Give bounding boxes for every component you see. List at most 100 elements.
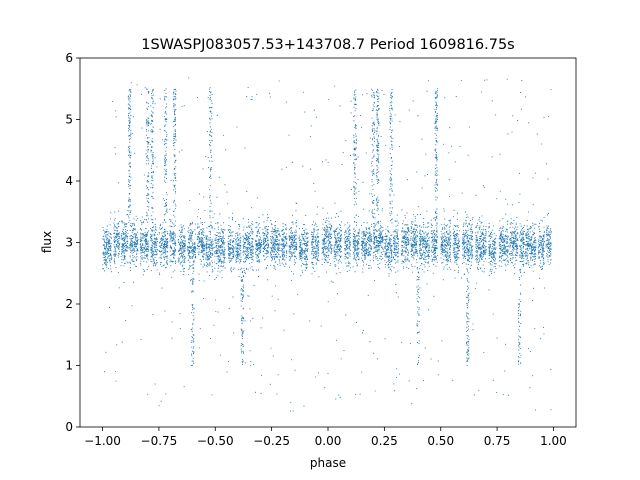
data-point xyxy=(218,250,220,252)
data-point xyxy=(194,251,196,253)
data-point xyxy=(265,234,268,236)
data-point xyxy=(380,224,382,226)
data-point xyxy=(293,231,295,233)
data-point xyxy=(371,239,373,241)
data-point xyxy=(358,251,360,253)
data-point xyxy=(194,233,196,235)
data-point xyxy=(363,235,365,237)
data-point xyxy=(426,242,428,244)
data-point xyxy=(239,262,241,264)
data-point xyxy=(302,250,304,252)
data-point xyxy=(173,252,175,254)
data-point xyxy=(140,248,142,251)
data-point xyxy=(356,249,358,251)
data-point xyxy=(406,248,408,250)
data-point xyxy=(374,235,377,237)
data-point xyxy=(158,227,160,229)
data-point xyxy=(380,233,382,235)
data-point xyxy=(249,248,251,250)
data-point xyxy=(228,247,230,250)
data-point xyxy=(330,238,332,240)
data-point xyxy=(285,255,287,257)
data-point xyxy=(415,239,417,241)
data-point xyxy=(331,250,333,252)
data-point xyxy=(379,242,381,244)
data-point xyxy=(373,241,375,243)
data-point xyxy=(425,262,427,264)
data-point xyxy=(140,258,142,260)
data-point xyxy=(375,246,377,248)
data-point xyxy=(430,219,432,221)
data-point xyxy=(384,250,386,253)
data-point xyxy=(361,245,364,247)
data-point xyxy=(291,279,293,281)
data-point xyxy=(190,278,192,281)
data-point xyxy=(178,257,180,259)
data-point xyxy=(285,229,287,231)
data-point xyxy=(105,264,108,266)
data-point xyxy=(135,244,138,246)
data-point xyxy=(126,214,128,216)
data-point xyxy=(259,247,261,249)
data-point xyxy=(425,245,427,247)
data-point xyxy=(347,265,349,267)
data-point xyxy=(172,271,174,273)
data-point xyxy=(337,244,339,246)
data-point xyxy=(188,242,191,244)
data-point xyxy=(195,247,197,249)
data-point xyxy=(237,235,239,237)
data-point xyxy=(374,224,376,226)
data-point xyxy=(201,242,203,244)
data-point xyxy=(231,271,233,273)
data-point xyxy=(219,265,221,267)
data-point xyxy=(418,237,420,239)
data-point xyxy=(193,260,195,262)
data-point xyxy=(177,261,179,263)
data-point xyxy=(198,231,200,233)
data-point xyxy=(346,246,348,248)
data-point xyxy=(215,252,217,254)
data-point xyxy=(276,232,278,234)
data-point xyxy=(300,233,303,235)
data-point xyxy=(389,243,391,245)
data-point xyxy=(115,246,117,248)
data-point xyxy=(316,252,318,254)
data-point xyxy=(119,242,121,244)
data-point xyxy=(191,242,193,244)
data-point xyxy=(373,246,375,248)
chart-title: 1SWASPJ083057.53+143708.7 Period 1609816… xyxy=(141,37,515,53)
data-point xyxy=(337,215,340,217)
data-point xyxy=(324,221,326,223)
data-point xyxy=(384,244,387,246)
data-point xyxy=(415,259,418,261)
data-point xyxy=(397,241,399,243)
data-point xyxy=(416,224,418,226)
data-point xyxy=(423,218,425,220)
data-point xyxy=(258,261,260,263)
data-point xyxy=(206,244,208,246)
data-point xyxy=(396,231,398,233)
data-point xyxy=(256,232,258,234)
data-point xyxy=(127,232,129,235)
data-point xyxy=(384,242,387,244)
data-point xyxy=(117,223,119,225)
data-point xyxy=(131,249,133,251)
data-point xyxy=(150,235,152,238)
data-point xyxy=(142,247,144,249)
data-point xyxy=(288,250,290,252)
data-point xyxy=(148,218,150,220)
data-point xyxy=(410,253,413,255)
data-point xyxy=(236,255,238,257)
data-point xyxy=(325,233,328,236)
data-point xyxy=(133,244,135,246)
data-point xyxy=(117,229,119,231)
data-point xyxy=(353,250,356,252)
data-point xyxy=(385,240,387,242)
data-point xyxy=(252,244,254,246)
data-point xyxy=(155,260,158,262)
data-point xyxy=(274,248,276,250)
data-point xyxy=(266,265,269,267)
data-point xyxy=(142,250,144,252)
data-point xyxy=(288,228,290,230)
data-point xyxy=(278,259,280,261)
